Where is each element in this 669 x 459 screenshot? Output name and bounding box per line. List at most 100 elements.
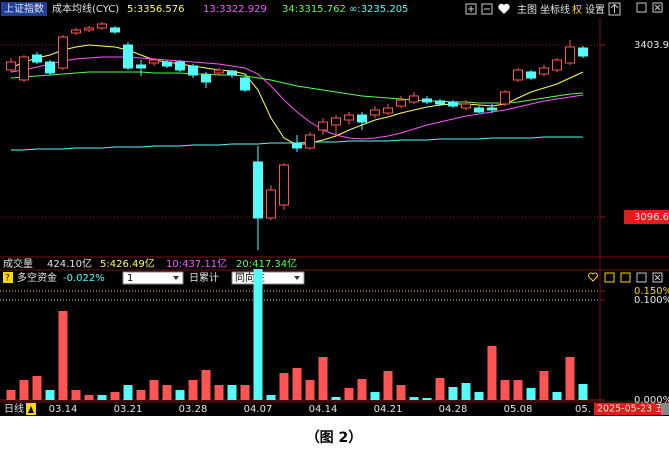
y-tick-label: 0.000% [634, 395, 669, 406]
bar [240, 385, 250, 400]
bar [19, 380, 29, 400]
cursor-date: 2025-05-23 五 [597, 404, 665, 415]
bar [201, 370, 211, 400]
candle-body [253, 161, 263, 219]
bar [461, 383, 471, 400]
bar [474, 392, 484, 400]
candle-body [318, 121, 328, 131]
bar [565, 357, 575, 400]
title-bg [1, 2, 47, 16]
dropdown-arrow [294, 276, 300, 280]
candle-body [188, 65, 198, 76]
style-select[interactable] [231, 271, 305, 285]
candle-body [578, 47, 588, 57]
zoom-out[interactable] [481, 3, 493, 15]
period-select[interactable] [122, 271, 184, 285]
candle-body [474, 107, 484, 113]
candle-body [370, 109, 380, 116]
x-tick-label: 04.14 [309, 404, 338, 415]
candle-body [383, 107, 393, 114]
bar [487, 346, 497, 400]
candle-body [45, 61, 55, 74]
candle-body [344, 114, 354, 121]
indicator-title: 多空资金 [17, 271, 57, 284]
candle-body [448, 101, 458, 107]
candle-body [32, 54, 42, 63]
close-icon[interactable] [652, 272, 663, 283]
candle-body [461, 103, 471, 109]
scroll[interactable] [661, 403, 669, 415]
chart-title: 上证指数 [4, 2, 44, 15]
favorite[interactable] [498, 3, 510, 14]
bar [513, 380, 523, 400]
candle-body [526, 71, 536, 79]
legend-entry: ∞:3235.205 [349, 4, 408, 15]
bar [6, 390, 16, 400]
dropdown-arrow [173, 276, 179, 280]
zoom-in[interactable] [465, 3, 477, 15]
bar [188, 380, 198, 400]
y-tick-label: 0.100% [634, 295, 669, 306]
toolbar-item[interactable]: 权 [572, 3, 582, 16]
legend-entry: 5:3356.576 [127, 4, 184, 15]
bar [227, 385, 237, 400]
bar [292, 368, 302, 400]
volume-ma: 10:437.11亿 [166, 257, 227, 270]
candle-body [71, 29, 81, 34]
candle-body [110, 27, 120, 33]
mode-label: 日累计 [189, 271, 219, 284]
candle-body [214, 69, 224, 74]
candle-body [513, 69, 523, 81]
bar [422, 398, 432, 400]
bar [279, 373, 289, 400]
bar [45, 390, 55, 400]
toolbar-item[interactable]: 坐标线 [540, 3, 570, 16]
expand-icon[interactable] [620, 272, 631, 283]
period-icon-mark [28, 406, 34, 413]
legend-entry: 13:3322.929 [203, 4, 267, 15]
bar [32, 376, 42, 400]
indicator-name: 成本均线(CYC) [52, 2, 119, 15]
ma-line [10, 56, 584, 140]
bar [84, 395, 94, 400]
close-icon[interactable] [652, 2, 663, 13]
candle-body [6, 61, 16, 71]
max-icon[interactable] [636, 2, 647, 13]
candle-body [539, 67, 549, 75]
volume-ma: 20:417.34亿 [236, 257, 297, 270]
candle-body [331, 117, 341, 126]
help-icon[interactable] [3, 272, 13, 283]
settings-icon[interactable] [604, 272, 615, 283]
candle-body [305, 134, 315, 149]
x-tick-label: 03.28 [179, 404, 208, 415]
close-x [654, 274, 661, 281]
ma-line [10, 71, 584, 104]
toolbar-item[interactable]: 主图 [517, 4, 537, 16]
x-tick-label: 05.08 [504, 404, 533, 415]
bar [253, 269, 263, 400]
candle-body [500, 91, 510, 105]
volume-label: 成交量 [3, 257, 33, 270]
max-icon[interactable] [636, 272, 647, 283]
bar [435, 378, 445, 400]
candle-body [19, 56, 29, 81]
caption: （图 2） [306, 430, 363, 446]
bar [305, 380, 315, 400]
period-value: 1 [127, 273, 133, 284]
bar [136, 390, 146, 400]
x-tick-label: 05. [575, 404, 591, 415]
candle-body [409, 95, 419, 103]
bar [552, 392, 562, 400]
toolbar-item[interactable]: 设置 [585, 4, 605, 16]
bar [149, 380, 159, 400]
fav-icon[interactable] [588, 272, 598, 282]
bar [526, 388, 536, 400]
bar [331, 397, 341, 400]
collapse[interactable] [608, 2, 621, 16]
x-tick-label: 04.07 [244, 404, 273, 415]
bar [71, 390, 81, 400]
candle-body [201, 74, 211, 83]
bar [175, 390, 185, 400]
bar [448, 387, 458, 400]
